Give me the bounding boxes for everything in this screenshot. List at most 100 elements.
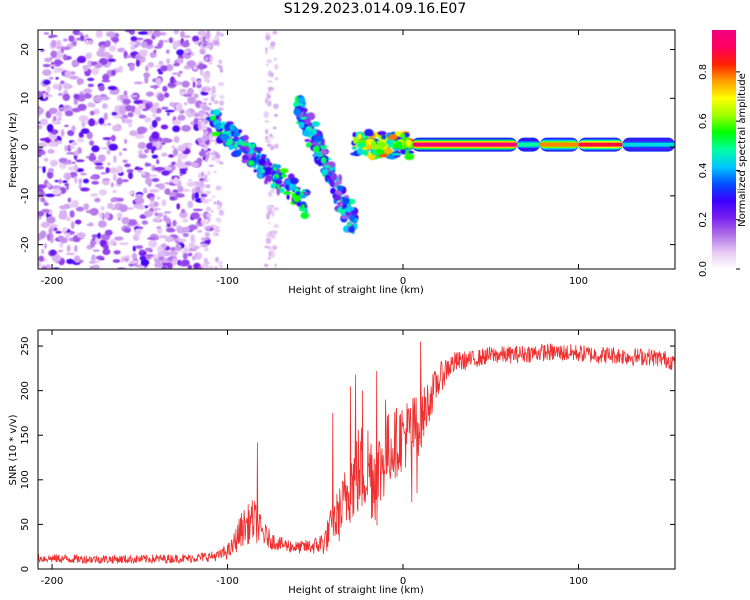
heatmap-cell <box>94 162 104 166</box>
heatmap-cell <box>166 227 176 233</box>
heatmap-cell <box>196 79 202 86</box>
heatmap-cell <box>67 129 75 137</box>
heatmap-cell <box>87 102 94 108</box>
heatmap-cell <box>69 75 79 80</box>
heatmap-cell <box>149 174 158 177</box>
heatmap-cell <box>152 145 157 151</box>
heatmap-cell <box>191 188 197 194</box>
heatmap-cell <box>365 144 373 150</box>
heatmap-cell <box>347 222 352 227</box>
heatmap-cell <box>177 259 182 266</box>
heatmap-cell <box>59 205 68 210</box>
heatmap-cell <box>160 65 168 72</box>
heatmap-cell <box>107 122 112 126</box>
heatmap-cell <box>65 230 71 239</box>
heatmap-cell <box>85 210 96 214</box>
heatmap-cell <box>116 177 123 185</box>
heatmap-cell <box>107 85 117 91</box>
heatmap-cell <box>269 133 273 137</box>
heatmap-cell <box>271 233 276 240</box>
heatmap-cell <box>53 227 58 232</box>
heatmap-cell <box>139 249 144 253</box>
heatmap-cell <box>211 131 221 137</box>
heatmap-cell <box>90 193 98 197</box>
heatmap-cell <box>184 48 191 54</box>
heatmap-cell <box>134 56 144 60</box>
heatmap-cell <box>170 247 176 252</box>
heatmap-cell <box>204 179 209 182</box>
heatmap-cell <box>151 154 159 159</box>
heatmap-cell <box>207 38 211 44</box>
heatmap-cell <box>219 263 223 269</box>
heatmap-cell <box>186 60 196 68</box>
heatmap-cell <box>133 81 143 85</box>
heatmap-cell <box>78 115 89 122</box>
heatmap-cell <box>158 70 164 75</box>
heatmap-cell <box>187 200 194 209</box>
heatmap-cell <box>215 257 219 263</box>
heatmap-cell <box>130 94 138 98</box>
heatmap-cell <box>202 223 205 228</box>
heatmap-cell <box>107 162 111 166</box>
y-tick-label: 0 <box>20 566 31 572</box>
heatmap-cell <box>85 53 91 60</box>
heatmap-cell <box>202 199 209 204</box>
x-tick-label: -200 <box>41 576 64 587</box>
spectrogram-x-label: Height of straight line (km) <box>288 285 424 296</box>
heatmap-cell <box>218 59 223 64</box>
heatmap-cell <box>124 118 133 124</box>
heatmap-band <box>539 142 579 147</box>
heatmap-cell <box>273 143 279 149</box>
heatmap-cell <box>103 51 111 58</box>
heatmap-cell <box>212 109 221 116</box>
heatmap-cell <box>154 65 162 68</box>
heatmap-cell <box>172 257 177 266</box>
heatmap-cell <box>179 168 188 172</box>
heatmap-cell <box>163 39 169 43</box>
heatmap-cell <box>266 181 273 185</box>
heatmap-cell <box>70 221 75 230</box>
heatmap-cell <box>46 124 54 132</box>
heatmap-cell <box>251 143 256 148</box>
heatmap-cell <box>200 185 203 192</box>
heatmap-cell <box>93 61 98 65</box>
heatmap-cell <box>266 232 271 239</box>
heatmap-cell <box>199 44 204 48</box>
heatmap-cell <box>51 185 62 190</box>
heatmap-cell <box>245 145 250 153</box>
heatmap-cell <box>92 249 100 253</box>
heatmap-cell <box>55 230 62 234</box>
heatmap-cell <box>38 90 42 98</box>
heatmap-cell <box>217 81 225 87</box>
heatmap-cell <box>145 254 155 258</box>
heatmap-cell <box>39 118 49 126</box>
spectrogram-x-axis: -200 -100 0 100 <box>41 30 588 287</box>
heatmap-cell <box>190 234 195 242</box>
spectrogram-y-axis: -20 -10 0 10 20 <box>20 43 675 253</box>
heatmap-cell <box>197 30 207 37</box>
heatmap-cell <box>104 229 113 236</box>
heatmap-cell <box>135 37 144 41</box>
heatmap-cell <box>175 193 185 198</box>
heatmap-cell <box>304 118 311 125</box>
snr-y-label: SNR (10 * v/v) <box>8 414 19 485</box>
heatmap-cell <box>169 195 176 201</box>
heatmap-cell <box>149 189 160 193</box>
heatmap-cell <box>177 158 182 167</box>
heatmap-cell <box>112 259 121 263</box>
heatmap-cell <box>208 62 213 65</box>
x-tick-label: -200 <box>41 276 64 287</box>
heatmap-cell <box>270 41 276 47</box>
heatmap-cell <box>201 193 208 198</box>
heatmap-cell <box>180 31 185 38</box>
heatmap-cell <box>206 152 210 158</box>
heatmap-cell <box>90 176 97 180</box>
heatmap-cell <box>190 161 200 168</box>
y-tick-label: -20 <box>20 236 31 252</box>
heatmap-cell <box>144 117 152 123</box>
heatmap-cell <box>328 171 333 176</box>
heatmap-cell <box>91 145 100 153</box>
heatmap-cell <box>71 61 78 68</box>
heatmap-cell <box>91 234 99 239</box>
